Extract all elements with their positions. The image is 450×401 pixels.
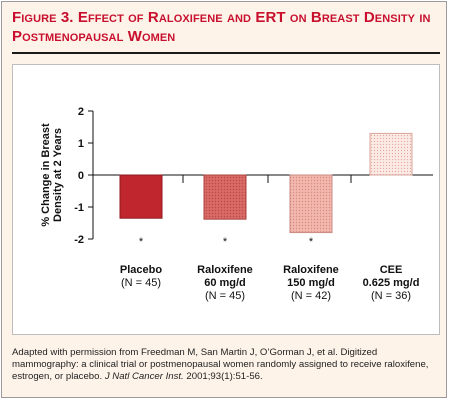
- y-tick-label: -1: [74, 202, 84, 214]
- y-axis-label: % Change in BreastDensity at 2 Years: [40, 123, 64, 227]
- category-n-label: (N = 42): [291, 290, 331, 302]
- category-label: CEE: [380, 264, 403, 276]
- bar: [119, 174, 163, 219]
- bar: [203, 174, 247, 220]
- category-label: 60 mg/d: [204, 277, 246, 289]
- significance-marker: *: [309, 236, 314, 248]
- significance-marker: *: [223, 236, 228, 248]
- y-tick-label: -2: [74, 234, 84, 246]
- category-label: 0.625 mg/d: [363, 277, 420, 289]
- y-tick-label: 2: [78, 106, 84, 118]
- bar: [289, 174, 333, 234]
- category-n-label: (N = 45): [121, 277, 161, 289]
- bar-chart: % Change in BreastDensity at 2 Years 2 1 0…: [40, 106, 433, 302]
- category-n-label: (N = 45): [205, 290, 245, 302]
- category-label: Placebo: [120, 264, 162, 276]
- significance-marker: *: [139, 236, 144, 248]
- figure-title: Figure 3. Effect of Raloxifene and ERT o…: [12, 9, 431, 45]
- y-axis-label-line: % Change in Breast: [40, 123, 52, 227]
- title-rule: [12, 52, 440, 54]
- category-label: Raloxifene: [283, 264, 339, 276]
- category-label: 150 mg/d: [287, 277, 335, 289]
- bars-group: [119, 132, 413, 234]
- y-axis-label-line: Density at 2 Years: [52, 128, 64, 222]
- caption-citation: 2001;93(1):51-56.: [183, 371, 263, 382]
- caption-text: Adapted with permission from Freedman M,…: [12, 347, 429, 382]
- figure-caption: Adapted with permission from Freedman M,…: [12, 347, 442, 383]
- category-n-label: (N = 36): [371, 290, 411, 302]
- chart-area: % Change in BreastDensity at 2 Years 2 1 0…: [12, 64, 440, 335]
- y-tick-label: 1: [78, 138, 84, 150]
- category-label: Raloxifene: [197, 264, 253, 276]
- bar: [369, 132, 413, 176]
- y-tick-label: 0: [78, 170, 84, 182]
- caption-journal: J Natl Cancer Inst.: [104, 371, 184, 382]
- y-ticks: 2 1 0 -1 -2: [74, 106, 93, 246]
